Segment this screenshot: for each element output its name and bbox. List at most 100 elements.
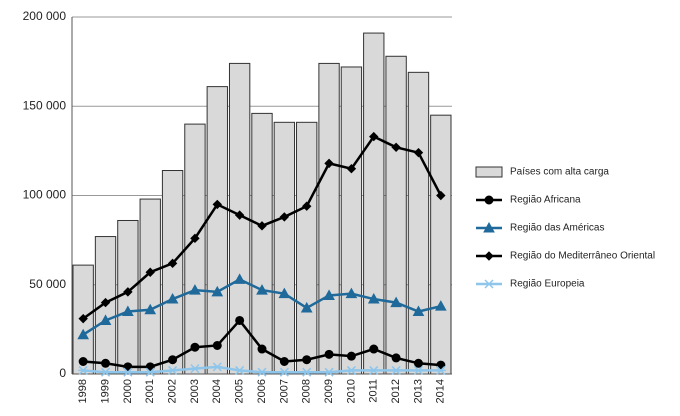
series-marker bbox=[436, 360, 446, 370]
y-tick-label: 0 bbox=[59, 366, 66, 380]
y-tick-label: 200 000 bbox=[23, 9, 67, 23]
series-marker bbox=[100, 297, 111, 308]
series-marker bbox=[167, 365, 178, 375]
series-marker bbox=[234, 210, 245, 220]
legend-label: Região Europeia bbox=[510, 279, 585, 290]
x-tick-label: 2011 bbox=[368, 379, 380, 403]
x-tick-label: 2010 bbox=[345, 379, 357, 403]
bar bbox=[318, 62, 340, 375]
bar bbox=[407, 71, 430, 375]
series-marker bbox=[278, 287, 291, 299]
series-marker bbox=[300, 301, 313, 313]
x-tick-label: 2003 bbox=[189, 379, 201, 403]
series-marker bbox=[145, 267, 155, 277]
legend-label: Região do Mediterrâneo Oriental bbox=[510, 251, 655, 262]
legend-label: Países com alta carga bbox=[510, 167, 609, 178]
series-marker bbox=[168, 355, 178, 365]
x-tick-label: 2001 bbox=[144, 379, 156, 403]
series-marker bbox=[345, 287, 358, 299]
series-marker bbox=[123, 287, 133, 297]
series-marker bbox=[323, 289, 335, 300]
series-marker bbox=[256, 284, 268, 295]
bar bbox=[139, 198, 161, 375]
x-tick-label: 2009 bbox=[323, 379, 335, 403]
x-tick-label: 2008 bbox=[301, 379, 313, 403]
x-tick-label: 1999 bbox=[99, 379, 111, 403]
series-marker bbox=[190, 233, 200, 244]
series-marker bbox=[100, 367, 111, 377]
series-marker bbox=[235, 315, 245, 325]
y-tick-label: 150 000 bbox=[23, 98, 67, 112]
series-marker bbox=[257, 367, 267, 377]
series-marker bbox=[167, 258, 178, 269]
bar bbox=[340, 66, 363, 375]
series-marker bbox=[99, 314, 112, 325]
series-marker bbox=[301, 201, 312, 211]
series-marker bbox=[190, 342, 200, 352]
bar bbox=[296, 121, 318, 375]
series-marker bbox=[412, 305, 425, 317]
bar bbox=[161, 170, 184, 375]
series-marker bbox=[166, 293, 179, 304]
series-marker bbox=[77, 328, 90, 340]
legend-marker bbox=[483, 221, 495, 233]
series-marker bbox=[369, 344, 379, 354]
series-marker bbox=[123, 362, 133, 372]
bar bbox=[363, 32, 385, 375]
series-marker bbox=[391, 142, 401, 153]
series-marker bbox=[212, 199, 223, 210]
series-marker bbox=[368, 365, 379, 375]
series-marker bbox=[78, 357, 88, 367]
series-marker bbox=[122, 305, 134, 317]
series-marker bbox=[145, 367, 156, 377]
series-marker bbox=[434, 300, 447, 311]
series-marker bbox=[324, 158, 334, 169]
series-marker bbox=[413, 358, 423, 368]
series-marker bbox=[257, 344, 267, 354]
series-marker bbox=[78, 365, 89, 375]
series-marker bbox=[346, 365, 357, 375]
series-marker bbox=[212, 340, 222, 350]
series-marker bbox=[324, 349, 334, 359]
x-tick-label: 2014 bbox=[435, 379, 447, 403]
bar bbox=[184, 123, 206, 375]
series-marker bbox=[391, 353, 401, 363]
series-marker bbox=[144, 303, 157, 315]
bar bbox=[251, 112, 273, 375]
series-marker bbox=[346, 351, 356, 361]
series-marker bbox=[324, 367, 335, 377]
series-marker bbox=[301, 367, 312, 377]
series-marker bbox=[436, 190, 446, 201]
y-tick-label: 50 000 bbox=[29, 277, 66, 291]
legend-marker bbox=[484, 251, 494, 261]
series-marker bbox=[435, 365, 446, 375]
legend-label: Região das Américas bbox=[510, 223, 605, 234]
series-marker bbox=[391, 365, 402, 375]
x-tick-label: 2002 bbox=[166, 379, 178, 403]
legend-marker bbox=[484, 279, 494, 289]
series-marker bbox=[122, 367, 133, 377]
series-marker bbox=[413, 365, 424, 375]
series-marker bbox=[145, 362, 155, 372]
series-marker bbox=[189, 284, 201, 295]
x-tick-label: 2004 bbox=[211, 379, 223, 403]
series-marker bbox=[257, 221, 267, 231]
legend-label: Região Africana bbox=[510, 195, 581, 206]
x-tick-label: 2000 bbox=[122, 379, 134, 403]
bar bbox=[430, 114, 452, 375]
series-marker bbox=[212, 362, 223, 372]
x-tick-label: 2006 bbox=[256, 379, 268, 403]
series-marker bbox=[302, 355, 312, 365]
y-tick-label: 100 000 bbox=[23, 188, 67, 202]
legend-marker bbox=[484, 195, 494, 205]
series-marker bbox=[369, 131, 379, 142]
x-tick-label: 2012 bbox=[390, 379, 402, 403]
series-marker bbox=[211, 285, 224, 297]
bar bbox=[206, 86, 228, 375]
series-marker bbox=[101, 358, 111, 368]
series-marker bbox=[279, 357, 289, 367]
series-marker bbox=[189, 364, 200, 374]
series-marker bbox=[78, 313, 88, 324]
bar bbox=[273, 121, 296, 375]
